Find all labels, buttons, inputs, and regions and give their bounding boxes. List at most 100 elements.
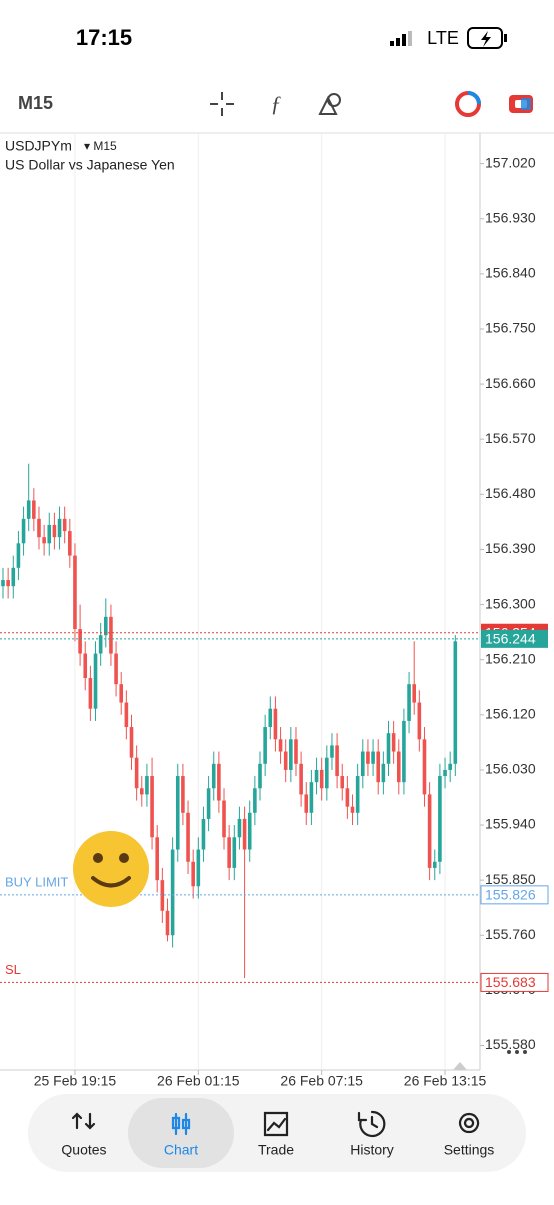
candle-body: [361, 751, 365, 777]
y-tick-label: 156.570: [485, 430, 536, 446]
candle-body: [314, 769, 319, 783]
candle-body: [160, 880, 165, 911]
candle-body: [319, 769, 324, 789]
y-tick-label: 156.030: [485, 761, 536, 777]
candle-body: [42, 537, 46, 544]
crosshair-icon[interactable]: [210, 92, 234, 116]
level-label: 155.826: [480, 885, 549, 905]
candle-body: [37, 518, 41, 538]
status-time: 17:15: [76, 25, 132, 50]
nav-bar: [28, 1094, 526, 1172]
candle-body: [134, 757, 139, 789]
candle-body: [21, 518, 26, 544]
y-tick-label: 156.840: [485, 265, 536, 281]
candle-body: [386, 733, 391, 764]
candle-body: [268, 708, 273, 728]
candle-body: [253, 788, 257, 813]
scroll-marker: [453, 1062, 467, 1070]
timeframe[interactable]: M15: [18, 93, 53, 113]
candle-body: [340, 776, 345, 789]
candle-body: [237, 818, 242, 838]
candle-body: [11, 567, 16, 587]
candle-body: [432, 861, 437, 868]
objects-icon[interactable]: [318, 93, 341, 115]
indicator-icon[interactable]: ƒ: [271, 91, 282, 116]
candle-body: [206, 788, 211, 819]
candle-body: [181, 776, 185, 813]
candle-body: [417, 702, 422, 740]
candle-body: [191, 861, 195, 887]
candle-body: [345, 788, 350, 807]
candle-body: [109, 616, 113, 654]
y-tick-label: 156.660: [485, 375, 536, 391]
candle-body: [145, 776, 149, 795]
level-label-bg: [480, 885, 549, 905]
candle-body: [201, 818, 206, 850]
candle-body: [6, 580, 10, 587]
candle-body: [283, 751, 288, 770]
candle-body: [98, 635, 103, 654]
candle-body: [119, 684, 124, 703]
level-label-bg: [481, 629, 548, 648]
candle-body: [376, 751, 381, 783]
candle-body: [381, 763, 386, 783]
y-tick-label: 156.480: [485, 485, 536, 501]
candle-body: [170, 849, 175, 936]
y-tick-label: 156.120: [485, 706, 536, 722]
emoji: [73, 831, 149, 907]
candle-body: [366, 751, 370, 764]
candle-body: [247, 812, 252, 850]
nav-icon[interactable]: [458, 1112, 480, 1134]
nav-label[interactable]: History: [350, 1142, 394, 1158]
candle-body: [396, 751, 401, 783]
nav-label[interactable]: Quotes: [61, 1142, 106, 1158]
candle-body: [52, 524, 57, 538]
candle-body: [186, 812, 190, 862]
candle-body: [129, 727, 134, 758]
nav-label[interactable]: Trade: [258, 1142, 294, 1158]
nav-icon[interactable]: [263, 1111, 289, 1137]
nav-icon[interactable]: [71, 1112, 96, 1130]
level-value: 155.683: [485, 974, 536, 990]
signal: [390, 31, 412, 46]
nav-label[interactable]: Chart: [164, 1142, 198, 1158]
candle-body: [304, 794, 309, 813]
level-value: 156.244: [485, 631, 536, 647]
level-name: BUY LIMIT: [5, 874, 68, 889]
nav-icon[interactable]: [357, 1110, 386, 1138]
nav-label[interactable]: Settings: [444, 1142, 495, 1158]
candle-body: [155, 837, 159, 881]
candle-body: [391, 733, 396, 752]
candle-body: [232, 837, 237, 868]
trade-icon[interactable]: [509, 95, 533, 113]
candle-body: [165, 910, 170, 936]
y-tick-label: 156.300: [485, 595, 536, 611]
y-tick-label: 156.210: [485, 650, 536, 666]
more-icon[interactable]: [507, 1050, 527, 1054]
candle-body: [1, 580, 5, 587]
candle-body: [222, 800, 226, 838]
x-tick-label: 25 Feb 19:15: [34, 1073, 117, 1089]
account-icon[interactable]: [455, 91, 481, 117]
candle-body: [402, 720, 406, 783]
level-name: SL: [5, 962, 21, 977]
nav-active: [128, 1098, 234, 1168]
candle-body: [443, 769, 447, 777]
candle-body: [104, 616, 108, 636]
symbol: USDJPYm: [5, 138, 72, 154]
candle-body: [196, 849, 201, 887]
candle-body: [299, 763, 303, 795]
candle-body: [263, 727, 267, 764]
nav-icon[interactable]: [171, 1112, 191, 1136]
candle-body: [309, 782, 314, 813]
candle-body: [62, 518, 67, 532]
network: LTE: [427, 28, 459, 48]
candle-body: [422, 739, 427, 795]
y-tick-label: 155.760: [485, 926, 536, 942]
candle-body: [407, 684, 411, 721]
candle-body: [217, 763, 221, 801]
y-tick-label: 157.020: [485, 154, 536, 170]
candle-body: [175, 776, 180, 850]
candle-body: [330, 745, 334, 758]
